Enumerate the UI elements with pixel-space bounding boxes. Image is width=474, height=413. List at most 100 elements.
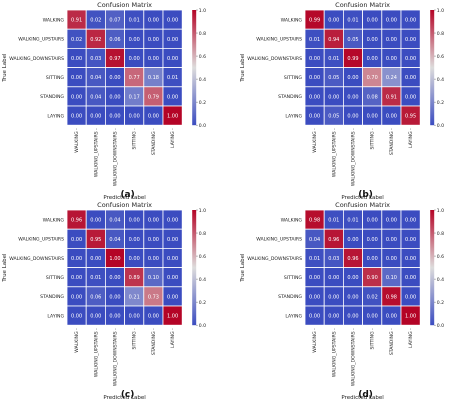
- cell-value-label: 0.10: [148, 275, 159, 281]
- cell-value-label: 0.00: [167, 294, 178, 300]
- x-tick-label: STANDING -: [389, 328, 395, 355]
- x-axis-label: Predicted Label: [341, 395, 384, 401]
- cell-value-label: 0.01: [328, 218, 339, 224]
- cell-value-label: 0.00: [405, 75, 416, 81]
- y-tick-label: STANDING: [278, 294, 302, 300]
- cell-value-label: 0.00: [347, 75, 358, 81]
- cell-value-label: 0.98: [386, 294, 397, 300]
- y-tick-label: SITTING: [284, 275, 303, 281]
- colorbar-tick-label: 0.6: [437, 54, 444, 60]
- colorbar: [430, 210, 435, 326]
- cell-value-label: 0.97: [109, 56, 120, 62]
- colorbar-tick-label: 0.0: [199, 123, 206, 129]
- x-tick-label: WALKING_DOWNSTAIRS -: [351, 128, 357, 186]
- colorbar-tick-label: 0.6: [199, 254, 206, 260]
- cell-value-label: 0.01: [328, 56, 339, 62]
- cell-value-label: 0.00: [71, 256, 82, 262]
- y-tick-label: SITTING: [46, 75, 65, 81]
- x-axis-label: Predicted Label: [103, 195, 146, 201]
- cell-value-label: 0.00: [405, 294, 416, 300]
- colorbar-tick-label: 0.6: [199, 54, 206, 60]
- panel-caption: (c): [121, 390, 135, 400]
- heatmap-cell: [162, 305, 183, 326]
- y-tick-label: WALKING_DOWNSTAIRS: [247, 56, 302, 62]
- cell-value-label: 0.04: [90, 75, 101, 81]
- cell-value-label: 0.00: [148, 114, 159, 120]
- panel-caption: (d): [358, 390, 373, 400]
- cell-value-label: 0.03: [328, 256, 339, 262]
- colorbar-tick-label: 0.8: [199, 231, 206, 237]
- cell-value-label: 0.00: [148, 256, 159, 262]
- x-tick-label: SITTING -: [132, 128, 138, 150]
- cell-value-label: 1.00: [167, 114, 178, 120]
- cell-value-label: 0.00: [386, 256, 397, 262]
- cell-value-label: 0.00: [167, 18, 178, 24]
- y-tick-label: WALKING: [281, 17, 303, 23]
- cell-value-label: 0.00: [328, 275, 339, 281]
- cell-value-label: 0.00: [129, 218, 140, 224]
- colorbar-tick-label: 0.4: [199, 77, 206, 83]
- colorbar-tick-label: 0.4: [199, 277, 206, 283]
- x-tick-label: WALKING_DOWNSTAIRS -: [113, 328, 119, 386]
- cell-value-label: 0.00: [71, 114, 82, 120]
- cell-value-label: 0.01: [309, 256, 320, 262]
- cell-value-label: 0.21: [129, 294, 140, 300]
- cell-value-label: 0.06: [90, 294, 101, 300]
- x-tick-label: LAYING -: [408, 128, 414, 148]
- panel-title: Confusion Matrix: [335, 201, 390, 209]
- cell-value-label: 0.00: [386, 314, 397, 320]
- x-tick-label: SITTING -: [132, 328, 138, 350]
- cell-value-label: 0.00: [309, 314, 320, 320]
- cell-value-label: 0.00: [109, 75, 120, 81]
- cell-value-label: 0.00: [167, 37, 178, 43]
- cell-value-label: 0.05: [347, 37, 358, 43]
- cell-value-label: 0.00: [328, 294, 339, 300]
- y-tick-label: SITTING: [46, 275, 65, 281]
- cell-value-label: 1.00: [109, 256, 120, 262]
- cell-value-label: 0.00: [386, 37, 397, 43]
- cell-value-label: 0.04: [90, 94, 101, 100]
- cell-value-label: 0.00: [405, 56, 416, 62]
- cell-value-label: 0.00: [367, 256, 378, 262]
- colorbar-tick-label: 0.0: [437, 123, 444, 129]
- cell-value-label: 0.00: [347, 275, 358, 281]
- x-tick-label: STANDING -: [151, 128, 157, 155]
- cell-value-label: 0.03: [90, 56, 101, 62]
- colorbar-tick-label: 0.8: [437, 31, 444, 37]
- cell-value-label: 0.90: [367, 275, 378, 281]
- cell-value-label: 0.04: [109, 237, 120, 243]
- cell-value-label: 0.89: [129, 275, 140, 281]
- cell-value-label: 0.96: [71, 218, 82, 224]
- x-tick-label: WALKING -: [312, 128, 318, 153]
- cell-value-label: 0.00: [405, 18, 416, 24]
- cell-value-label: 0.00: [90, 314, 101, 320]
- cell-value-label: 0.00: [367, 314, 378, 320]
- cell-value-label: 0.02: [71, 37, 82, 43]
- cell-value-label: 0.00: [367, 114, 378, 120]
- cell-value-label: 0.91: [71, 18, 82, 24]
- cell-value-label: 0.00: [309, 294, 320, 300]
- cell-value-label: 1.00: [405, 314, 416, 320]
- cell-value-label: 0.00: [71, 275, 82, 281]
- panel-title: Confusion Matrix: [97, 1, 152, 9]
- cell-value-label: 0.00: [347, 314, 358, 320]
- cell-value-label: 0.10: [386, 275, 397, 281]
- x-tick-label: LAYING -: [408, 328, 414, 348]
- y-tick-label: STANDING: [278, 94, 302, 100]
- cell-value-label: 0.00: [405, 275, 416, 281]
- confusion-matrix-panel-4: Confusion Matrix 0.98 0.01 0.01 0.00 0.00 0.00…: [240, 201, 444, 401]
- cell-value-label: 0.00: [347, 237, 358, 243]
- cell-value-label: 0.00: [90, 256, 101, 262]
- x-tick-label: WALKING_DOWNSTAIRS -: [113, 128, 119, 186]
- y-tick-label: LAYING: [47, 313, 64, 319]
- cell-value-label: 0.00: [328, 94, 339, 100]
- cell-value-label: 0.00: [129, 314, 140, 320]
- cell-value-label: 0.00: [386, 237, 397, 243]
- cell-value-label: 0.00: [367, 18, 378, 24]
- colorbar: [192, 10, 197, 126]
- heatmap-cell: [400, 105, 421, 126]
- y-tick-label: WALKING: [281, 217, 303, 223]
